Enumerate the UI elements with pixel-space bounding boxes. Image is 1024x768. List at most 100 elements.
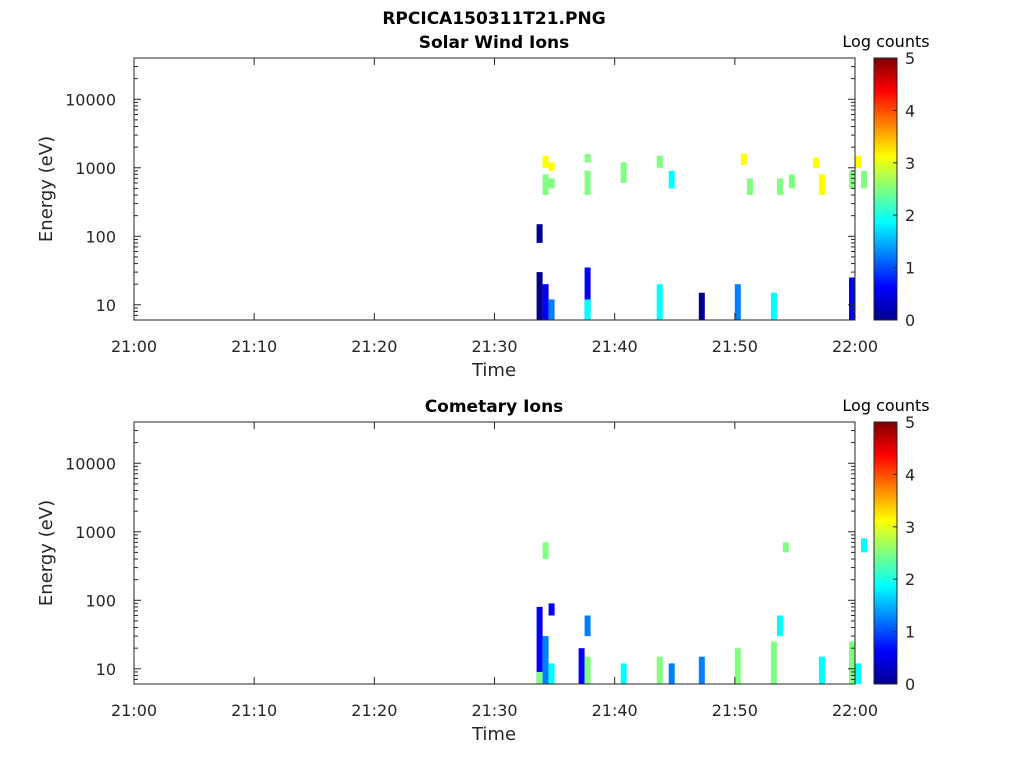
heatmap-cell — [548, 162, 555, 171]
heatmap-cell — [849, 277, 855, 320]
colorbar-tick-label: 2 — [905, 206, 915, 225]
plot-area — [134, 58, 855, 320]
heatmap-cell — [536, 224, 543, 243]
heatmap-cell — [620, 663, 627, 684]
y-tick-label: 10000 — [65, 90, 116, 109]
heatmap-cell — [548, 603, 555, 616]
heatmap-cell — [656, 656, 663, 684]
x-tick-label: 21:20 — [351, 701, 397, 720]
colorbar — [873, 421, 898, 685]
x-tick-label: 21:10 — [231, 701, 277, 720]
x-tick-label: 21:00 — [111, 701, 157, 720]
heatmap-cell — [536, 606, 543, 684]
colorbar-title: Log counts — [842, 396, 929, 415]
heatmap-cell — [782, 542, 789, 553]
x-tick-label: 21:10 — [231, 337, 277, 356]
plot-frame — [133, 57, 856, 321]
colorbar — [873, 57, 898, 321]
heatmap-cell — [849, 641, 855, 684]
heatmap-cell — [818, 174, 825, 195]
heatmap-cell — [788, 174, 795, 189]
colorbar-tick-label: 0 — [905, 311, 915, 330]
heatmap-cell — [584, 267, 591, 320]
heatmap-cells — [536, 153, 867, 320]
heatmap-cell — [656, 155, 663, 168]
heatmap-cell — [548, 299, 555, 320]
heatmap-cell — [584, 153, 591, 163]
heatmap-cell — [770, 641, 777, 684]
x-tick-label: 22:00 — [832, 701, 878, 720]
colorbar-title: Log counts — [842, 32, 929, 51]
y-tick-label: 10 — [96, 296, 116, 315]
heatmap-cell — [542, 636, 549, 684]
x-tick-label: 21:30 — [471, 337, 517, 356]
heatmap-cell — [542, 174, 549, 195]
x-axis-ticks: 21:00 21:10 21:20 21:30 21:40 21:50 22:00 — [111, 58, 878, 356]
x-tick-label: 21:20 — [351, 337, 397, 356]
colorbar-tick-label: 1 — [905, 623, 915, 642]
heatmap-cell — [578, 648, 585, 684]
heatmap-cell — [584, 656, 591, 684]
heatmap-cell — [542, 284, 549, 320]
y-tick-label: 100 — [85, 227, 116, 246]
x-axis-ticks: 21:00 21:10 21:20 21:30 21:40 21:50 22:00 — [111, 422, 878, 720]
heatmap-cell — [770, 292, 777, 320]
heatmap-cell — [536, 272, 543, 320]
heatmap-cell — [746, 178, 753, 196]
heatmap-cell — [668, 170, 675, 189]
heatmap-cell — [668, 663, 675, 684]
x-tick-label: 21:00 — [111, 337, 157, 356]
x-tick-label: 22:00 — [832, 337, 878, 356]
x-axis-label: Time — [471, 360, 516, 381]
heatmap-cell — [542, 155, 549, 168]
colorbar-tick-label: 3 — [905, 518, 915, 537]
colorbar-ticks: 0 1 2 3 4 5 — [893, 49, 915, 330]
heatmap-cell — [548, 178, 555, 189]
x-tick-label: 21:40 — [592, 701, 638, 720]
heatmap-cell — [849, 170, 855, 189]
heatmap-cell — [584, 170, 591, 195]
colorbar-tick-label: 4 — [905, 101, 915, 120]
y-tick-label: 1000 — [75, 523, 116, 542]
x-tick-label: 21:50 — [712, 701, 758, 720]
y-axis-ticks: 10 100 1000 10000 — [65, 421, 855, 685]
heatmap-cell — [620, 162, 627, 183]
x-tick-label: 21:50 — [712, 337, 758, 356]
colorbar-tick-label: 1 — [905, 259, 915, 278]
figure-title: RPCICA150311T21.PNG — [382, 9, 605, 29]
colorbar-tick-label: 4 — [905, 465, 915, 484]
panel-title-cometary: Cometary Ions — [425, 397, 564, 417]
heatmap-cell — [698, 656, 705, 684]
heatmap-cell — [776, 615, 783, 637]
colorbar-tick-label: 2 — [905, 570, 915, 589]
y-tick-label: 10000 — [65, 454, 116, 473]
heatmap-cell — [776, 178, 783, 196]
y-tick-label: 100 — [85, 591, 116, 610]
colorbar-tick-label: 5 — [905, 413, 915, 432]
heatmap-cell — [542, 542, 549, 560]
x-tick-label: 21:40 — [592, 337, 638, 356]
x-tick-label: 21:30 — [471, 701, 517, 720]
plot-area — [134, 422, 855, 684]
heatmap-cell — [861, 170, 867, 189]
heatmap-cell — [740, 153, 747, 165]
y-tick-label: 10 — [96, 660, 116, 679]
colorbar-ticks: 0 1 2 3 4 5 — [893, 413, 915, 694]
y-axis-ticks: 10 100 1000 10000 — [65, 57, 855, 321]
heatmap-cell — [855, 663, 861, 684]
heatmap-cell — [584, 299, 591, 320]
y-axis-label: Energy (eV) — [36, 136, 57, 242]
heatmap-cell — [734, 648, 741, 684]
heatmap-cell — [855, 155, 861, 168]
heatmap-cell — [536, 671, 543, 684]
heatmap-cell — [656, 284, 663, 320]
y-axis-label: Energy (eV) — [36, 500, 57, 606]
colorbar-tick-label: 3 — [905, 154, 915, 173]
heatmap-cells — [536, 538, 867, 684]
colorbar-tick-label: 5 — [905, 49, 915, 68]
colorbar-tick-label: 0 — [905, 675, 915, 694]
heatmap-cell — [734, 284, 741, 320]
